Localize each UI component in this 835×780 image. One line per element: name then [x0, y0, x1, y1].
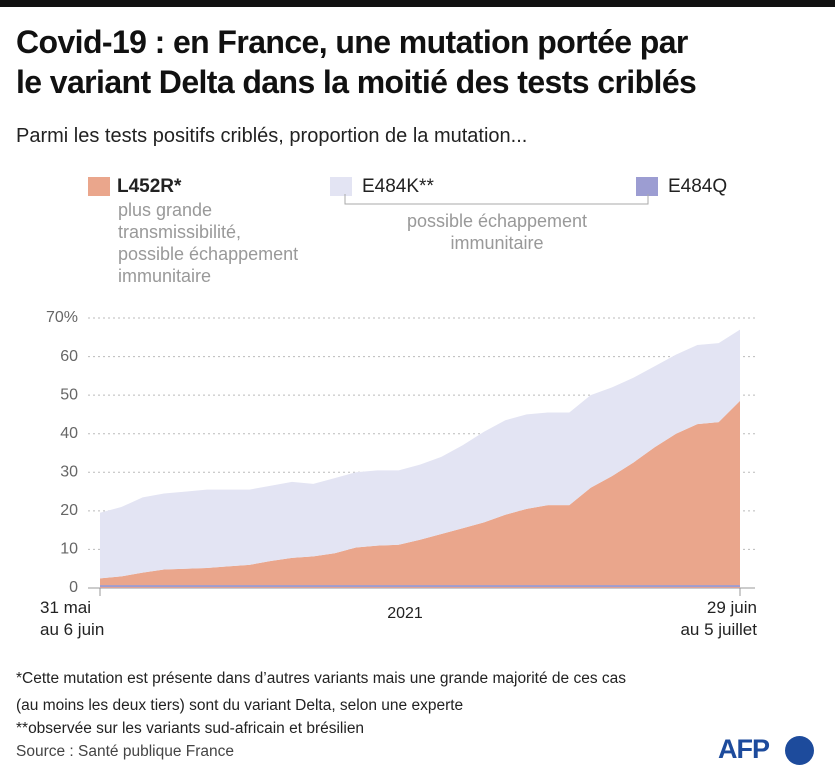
y-tick-label: 0	[69, 579, 78, 596]
legend-label: E484K**	[362, 176, 434, 197]
legend-label: L452R*	[117, 176, 182, 197]
y-tick-label: 50	[60, 386, 78, 403]
top-bar	[0, 0, 835, 7]
legend-swatch	[636, 177, 658, 196]
x-axis-label: 2021	[387, 605, 423, 622]
y-tick-label: 10	[60, 541, 78, 558]
footnote: *Cette mutation est présente dans d’autr…	[16, 670, 626, 714]
chart-title: Covid-19 : en France, une mutation porté…	[16, 24, 697, 100]
area	[100, 400, 740, 588]
legend-description: plus grande transmissibilité, possible é…	[118, 200, 299, 286]
y-tick-label: 20	[60, 502, 78, 519]
legend-swatch	[88, 177, 110, 196]
area	[100, 329, 740, 579]
source: Source : Santé publique France	[16, 743, 234, 760]
logo-circle	[785, 736, 814, 765]
bracket-note: possible échappement immunitaire	[406, 211, 588, 253]
legend-label: E484Q	[668, 176, 727, 197]
legend-swatch	[330, 177, 352, 196]
subtitle: Parmi les tests positifs criblés, propor…	[16, 125, 528, 147]
x-tick-label: 29 juin au 5 juillet	[680, 598, 757, 639]
y-tick-label: 40	[60, 425, 78, 442]
footnote: **observée sur les variants sud-africain…	[16, 720, 365, 737]
y-tick-label: 70%	[46, 309, 78, 326]
logo: AFP	[718, 734, 770, 764]
y-tick-label: 30	[60, 464, 78, 481]
y-tick-label: 60	[60, 348, 78, 365]
bracket	[344, 194, 649, 205]
x-tick-label: 31 mai au 6 juin	[40, 598, 105, 639]
